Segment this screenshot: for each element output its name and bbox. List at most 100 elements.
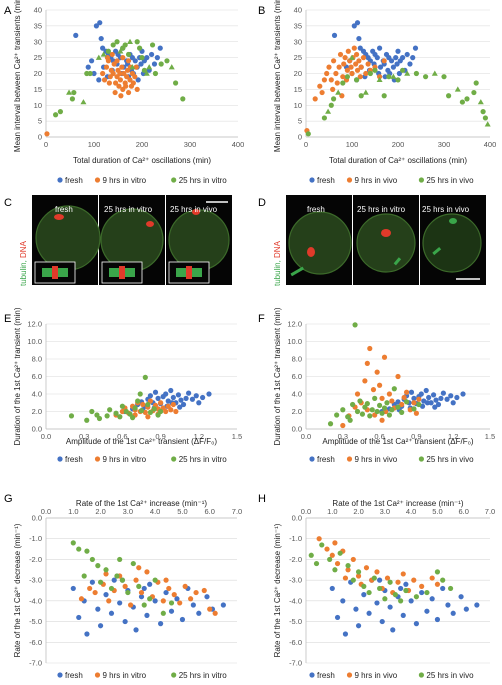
panel-g-point-0 <box>70 585 76 592</box>
panel-f-point-2 <box>391 386 397 392</box>
panel-a-point-2 <box>152 70 159 77</box>
oocyte-c-3 <box>168 209 230 271</box>
panel-a-point-1 <box>130 80 136 86</box>
panel-b-point-2 <box>431 70 438 76</box>
chromosomes-d-1 <box>307 247 315 257</box>
chart-panel-f: 0.0 2.0 4.0 6.0 8.0 10.0 12.0 0.0 0.3 0.6 0.9 1.2 1.… <box>273 307 495 464</box>
panel-f-point-2 <box>379 410 385 416</box>
panel-b-point-0 <box>374 55 380 61</box>
panel-g-point-2 <box>136 583 142 589</box>
panel-f-point-2 <box>357 398 363 404</box>
panel-b-point-2 <box>473 80 479 86</box>
panel-g-point-0 <box>196 610 202 616</box>
panel-g-point-2 <box>152 577 158 583</box>
panel-g-legend-label: 25 hrs in vitro <box>179 671 228 680</box>
panel-e-legend-marker <box>94 456 101 462</box>
panel-h-point-0 <box>463 606 469 612</box>
panel-e-point-2 <box>113 410 119 416</box>
panel-b-point-1 <box>321 77 327 83</box>
panel-b-point-1 <box>336 64 342 70</box>
panel-g-point-0 <box>168 608 175 614</box>
panel-b-point-1 <box>331 58 337 64</box>
panel-f-y-tick-label: 2.0 <box>292 407 302 416</box>
panel-f-point-0 <box>433 397 439 403</box>
panel-h-point-2 <box>313 560 320 567</box>
panel-f-point-2 <box>416 401 422 408</box>
panel-h-point-1 <box>316 536 322 542</box>
panel-f-point-0 <box>444 396 450 402</box>
column-label-c-3: 25 hrs in vivo <box>170 205 218 214</box>
panel-g-x-axis-title: Rate of the 1st Ca²⁺ increase (min⁻¹) <box>76 499 207 508</box>
panel-h-point-0 <box>403 581 409 587</box>
panel-g-point-2 <box>114 573 120 579</box>
panel-a-point-2 <box>53 112 59 118</box>
panel-h-point-1 <box>350 556 356 563</box>
panel-g-point-0 <box>89 579 95 585</box>
panel-g-point-0 <box>95 606 101 612</box>
panel-b-point-2 <box>446 93 452 99</box>
panel-f-point-2 <box>354 408 361 415</box>
panel-a-point-1 <box>44 131 50 137</box>
panel-h-point-0 <box>334 614 341 621</box>
panel-b-point-2 <box>321 115 327 121</box>
panel-a-point-0 <box>98 35 104 42</box>
panel-h-point-0 <box>413 621 419 627</box>
panel-f-point-1 <box>399 401 405 408</box>
panel-g-point-0 <box>152 598 158 604</box>
chromosomes-c-2 <box>146 221 154 227</box>
panel-h-legend-marker <box>309 672 315 678</box>
panel-b-point-2 <box>413 70 419 77</box>
panel-b-point-0 <box>354 20 361 26</box>
panel-h-x-tick-label: 3.0 <box>380 507 390 516</box>
panel-e-point-2 <box>158 408 164 415</box>
panel-b-y-tick-label: 5 <box>298 117 302 126</box>
panel-g-point-0 <box>179 616 186 623</box>
panel-b-point-2 <box>480 109 486 115</box>
panel-f-point-1 <box>379 395 385 401</box>
panel-a-point-2 <box>141 67 147 73</box>
panel-h-point-2 <box>392 592 398 598</box>
panel-a-point-0 <box>73 32 79 39</box>
panel-b-point-0 <box>382 74 388 80</box>
panel-a-x-tick-label: 0 <box>44 140 48 149</box>
panel-b-point-0 <box>377 64 384 70</box>
panel-f-x-tick-label: 0.0 <box>301 432 311 441</box>
panel-b-point-1 <box>360 55 367 61</box>
panel-f-point-2 <box>374 408 380 415</box>
panel-b-point-2 <box>459 99 465 105</box>
panel-a-point-2 <box>57 109 64 115</box>
panel-h-point-2 <box>327 556 333 563</box>
panel-b-point-1 <box>345 48 351 54</box>
panel-g-legend-label: fresh <box>65 671 83 680</box>
panel-h-point-2 <box>366 589 372 596</box>
panel-letter-c: C <box>4 197 12 209</box>
panel-b-point-0 <box>412 45 419 51</box>
panel-h-point-0 <box>474 602 480 608</box>
panel-h-point-0 <box>440 585 446 592</box>
chromosomes-d-2 <box>381 229 391 237</box>
panel-g-point-0 <box>204 594 210 600</box>
panel-b-x-tick-label: 400 <box>484 140 497 149</box>
panel-h-point-0 <box>377 577 383 583</box>
panel-a-point-1 <box>112 89 118 96</box>
panel-g-point-1 <box>138 589 145 596</box>
panel-g-point-1 <box>136 565 142 571</box>
panel-g-point-0 <box>84 631 90 637</box>
panel-e-legend-marker <box>171 456 177 462</box>
panel-f-point-2 <box>411 406 417 412</box>
chromosomes-c-1 <box>54 214 64 220</box>
panel-a-point-2 <box>149 42 156 48</box>
panel-f-legend-label: fresh <box>317 455 335 464</box>
panel-a-point-2 <box>134 39 140 45</box>
panel-b-point-1 <box>353 61 359 67</box>
panel-f-point-1 <box>364 360 370 366</box>
panel-letter-f: F <box>258 313 265 325</box>
panel-f-point-2 <box>399 409 405 415</box>
panel-f-y-tick-label: 6.0 <box>292 372 302 381</box>
panel-e-point-0 <box>155 395 161 401</box>
panel-h-point-0 <box>419 589 425 596</box>
panel-a-legend-marker <box>171 177 177 183</box>
panel-h-point-0 <box>355 623 362 629</box>
panel-e-x-tick-label: 1.5 <box>232 432 242 441</box>
panel-a-point-1 <box>114 58 120 64</box>
